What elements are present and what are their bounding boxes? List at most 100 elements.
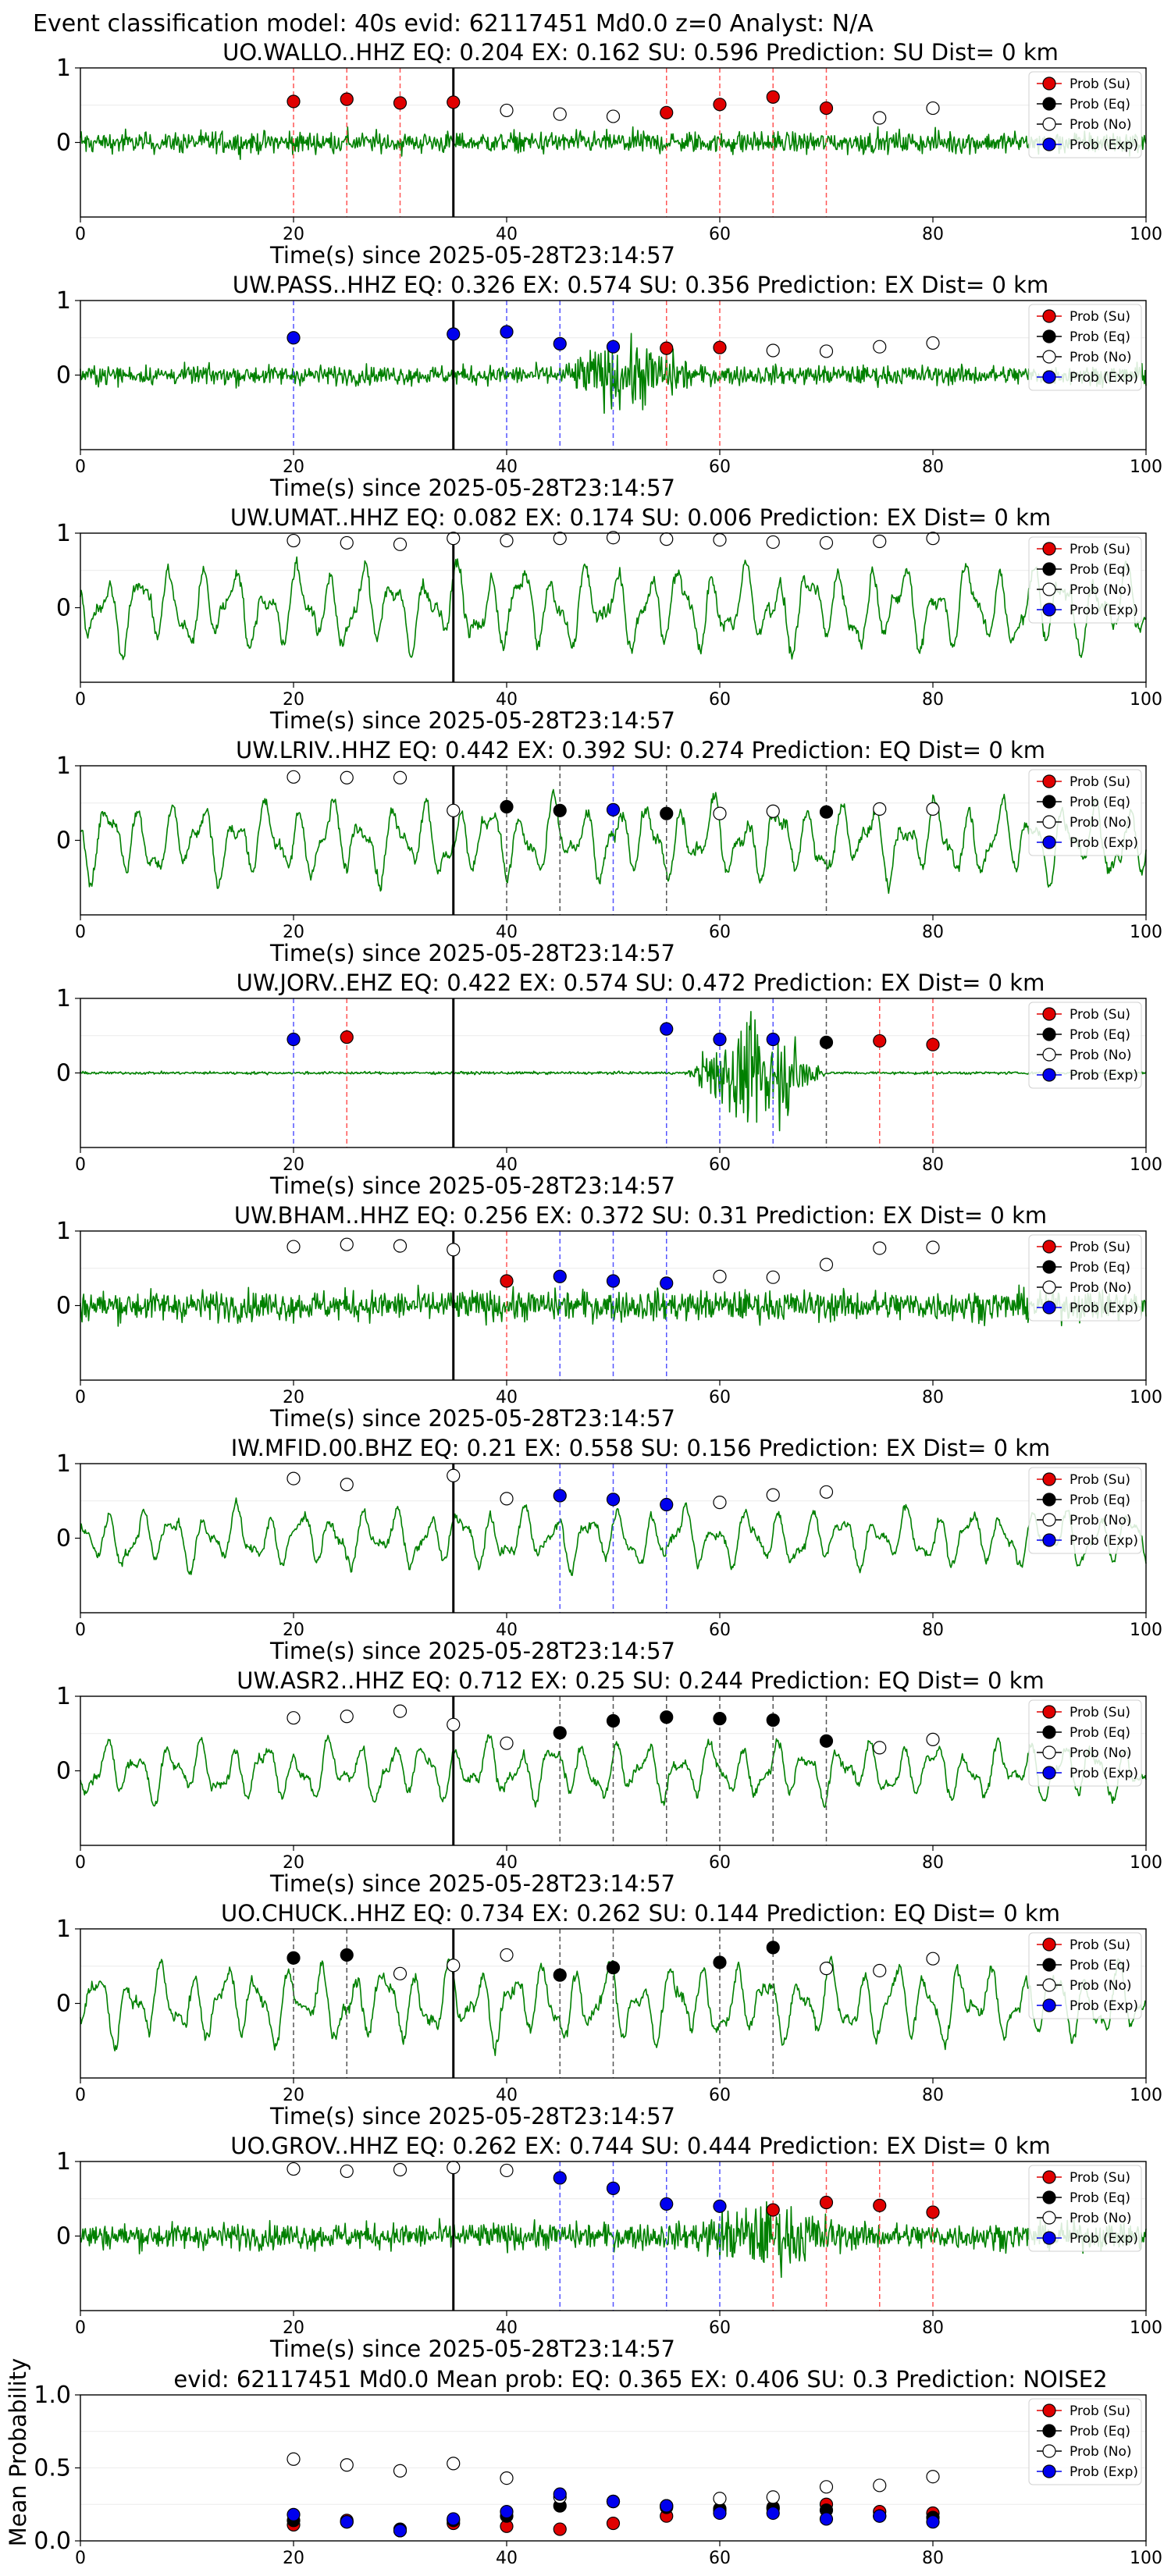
y-tick-label: 0: [56, 595, 71, 622]
legend-marker: [1042, 1493, 1056, 1507]
legend-label: Prob (No): [1070, 1513, 1132, 1528]
legend-marker: [1042, 815, 1056, 829]
probability-point: [766, 1488, 780, 1502]
probability-point: [447, 1243, 461, 1257]
probability-point: [447, 327, 461, 341]
legend-marker: [1042, 542, 1056, 556]
legend-frame: [1028, 1932, 1142, 2019]
y-tick-label: 1: [56, 55, 71, 82]
legend-label: Prob (Su): [1070, 1705, 1130, 1720]
legend-label: Prob (Exp): [1070, 2464, 1138, 2480]
x-tick-label: 20: [283, 1853, 304, 1873]
legend-label: Prob (No): [1070, 1745, 1132, 1761]
probability-point: [553, 2171, 567, 2185]
x-axis-label: Time(s) since 2025-05-28T23:14:57: [269, 1870, 675, 1897]
x-tick-label: 60: [709, 225, 731, 244]
x-axis-label: Time(s) since 2025-05-28T23:14:57: [269, 1405, 675, 1432]
probability-point: [713, 1269, 727, 1283]
probability-point: [606, 531, 621, 545]
panel-title: UO.GROV..HHZ EQ: 0.262 EX: 0.744 SU: 0.4…: [230, 2133, 1051, 2159]
probability-point: [660, 1276, 674, 1290]
legend-label: Prob (Exp): [1070, 1766, 1138, 1781]
x-tick-label: 40: [496, 923, 518, 942]
probability-point: [447, 1959, 461, 1973]
probability-point: [873, 340, 887, 354]
x-tick-label: 0: [75, 2086, 86, 2105]
probability-point: [766, 1713, 780, 1727]
panel-title: UW.JORV..EHZ EQ: 0.422 EX: 0.574 SU: 0.4…: [237, 970, 1045, 996]
legend-frame: [1028, 2398, 1142, 2485]
y-tick-label: 1.0: [34, 2382, 71, 2409]
legend-label: Prob (Su): [1070, 1240, 1130, 1255]
legend-marker: [1042, 350, 1056, 364]
mean-probability-point: [873, 2478, 887, 2492]
legend-frame: [1028, 1234, 1142, 1322]
legend-label: Prob (No): [1070, 2444, 1132, 2460]
station-panel: UO.WALLO..HHZ EQ: 0.204 EX: 0.162 SU: 0.…: [56, 39, 1162, 269]
probability-point: [926, 1732, 940, 1746]
probability-point: [287, 770, 301, 784]
x-axis-label: Time(s) since 2025-05-28T23:14:57: [269, 940, 675, 966]
legend-label: Prob (Eq): [1070, 2190, 1130, 2206]
probability-point: [873, 1241, 887, 1255]
mean-probability-point: [287, 2507, 301, 2521]
x-axis-label: Time(s) since 2025-05-28T23:14:57: [269, 2336, 675, 2362]
x-tick-label: 0: [75, 225, 86, 244]
probability-point: [873, 534, 887, 549]
legend-label: Prob (No): [1070, 350, 1132, 365]
x-axis-label: Time(s) since 2025-05-28T23:14:57: [269, 707, 675, 734]
station-panel: UO.GROV..HHZ EQ: 0.262 EX: 0.744 SU: 0.4…: [56, 2133, 1162, 2362]
probability-point: [447, 95, 461, 109]
panel-title: UW.ASR2..HHZ EQ: 0.712 EX: 0.25 SU: 0.24…: [237, 1667, 1045, 1694]
legend-marker: [1042, 137, 1056, 151]
probability-point: [393, 1704, 408, 1718]
probability-point: [553, 532, 567, 546]
probability-point: [340, 92, 354, 106]
legend-marker: [1042, 1745, 1056, 1759]
x-tick-label: 100: [1130, 2318, 1162, 2338]
probability-point: [553, 1269, 567, 1283]
y-tick-label: 1: [56, 520, 71, 547]
station-panel: UW.JORV..EHZ EQ: 0.422 EX: 0.574 SU: 0.4…: [56, 970, 1162, 1199]
mean-probability-point: [660, 2499, 674, 2513]
legend-marker: [1042, 795, 1056, 809]
probability-point: [873, 1034, 887, 1048]
y-tick-label: 0: [56, 1758, 71, 1785]
probability-point: [340, 1478, 354, 1492]
legend-marker: [1042, 1958, 1056, 1972]
legend-frame: [1028, 1699, 1142, 1787]
probability-point: [340, 770, 354, 785]
probability-point: [819, 1485, 834, 1499]
mean-probability-point: [713, 2506, 727, 2521]
panel-legend: Prob (Su) Prob (Eq) Prob (No) Prob (Exp): [1028, 1699, 1142, 1787]
probability-point: [660, 1022, 674, 1036]
x-tick-label: 40: [496, 2086, 518, 2105]
station-panel: UW.PASS..HHZ EQ: 0.326 EX: 0.574 SU: 0.3…: [56, 272, 1162, 501]
x-tick-label: 80: [922, 2318, 944, 2338]
probability-point: [660, 806, 674, 820]
mean-probability-point: [340, 2458, 354, 2472]
probability-point: [873, 111, 887, 125]
legend-marker: [1042, 1240, 1056, 1254]
mean-probability-point: [287, 2452, 301, 2466]
legend-marker: [1042, 309, 1056, 323]
probability-point: [287, 1032, 301, 1047]
probability-point: [660, 2197, 674, 2211]
legend-label: Prob (Su): [1070, 76, 1130, 92]
station-panel: IW.MFID.00.BHZ EQ: 0.21 EX: 0.558 SU: 0.…: [56, 1435, 1162, 1664]
x-tick-label: 40: [496, 2549, 518, 2568]
legend-marker: [1042, 370, 1056, 384]
legend-marker: [1042, 603, 1056, 617]
x-tick-label: 80: [922, 1853, 944, 1873]
probability-point: [819, 1734, 834, 1748]
legend-marker: [1042, 1766, 1056, 1780]
x-axis-label: Time(s) since 2025-05-28T23:14:57: [269, 242, 675, 269]
probability-point: [713, 340, 727, 354]
probability-point: [660, 1497, 674, 1512]
x-tick-label: 40: [496, 225, 518, 244]
probability-point: [287, 331, 301, 345]
probability-point: [819, 1258, 834, 1272]
y-tick-label: 0: [56, 1293, 71, 1320]
panel-title: UW.PASS..HHZ EQ: 0.326 EX: 0.574 SU: 0.3…: [233, 272, 1048, 298]
legend-label: Prob (Exp): [1070, 1068, 1138, 1083]
